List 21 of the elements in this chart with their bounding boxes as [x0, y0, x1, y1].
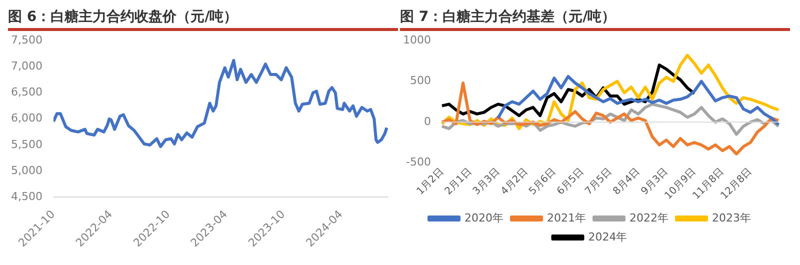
x-tick-label: 2月1日 — [443, 166, 474, 198]
y-tick-label: 4,500 — [10, 190, 42, 204]
x-tick-label: 3月3日 — [471, 166, 502, 198]
y-tick-label: -500 — [406, 156, 431, 169]
legend-label: 2022年 — [630, 211, 668, 224]
chart-title: 图 6：白糖主力合约收盘价（元/吨） — [8, 8, 239, 27]
y-tick-label: 0 — [424, 114, 431, 128]
y-tick-label: 500 — [410, 74, 431, 88]
y-tick-label: 5,000 — [10, 164, 42, 177]
legend-label: 2020年 — [464, 211, 504, 224]
y-tick-label: 6,500 — [10, 86, 42, 99]
x-tick-label: 1月2日 — [415, 166, 446, 198]
y-tick-label: 7,000 — [10, 60, 42, 73]
legend-label: 2023年 — [712, 211, 751, 224]
legend-label: 2021年 — [547, 211, 586, 224]
chart-title: 图 7：白糖主力合约基差（元/吨） — [400, 8, 617, 27]
y-tick-label: 1000 — [402, 33, 431, 46]
y-tick-label: 6,000 — [10, 112, 42, 125]
y-tick-label: 5,500 — [10, 138, 42, 151]
y-tick-label: 7,500 — [10, 33, 42, 46]
legend-label: 2024年 — [588, 230, 628, 244]
